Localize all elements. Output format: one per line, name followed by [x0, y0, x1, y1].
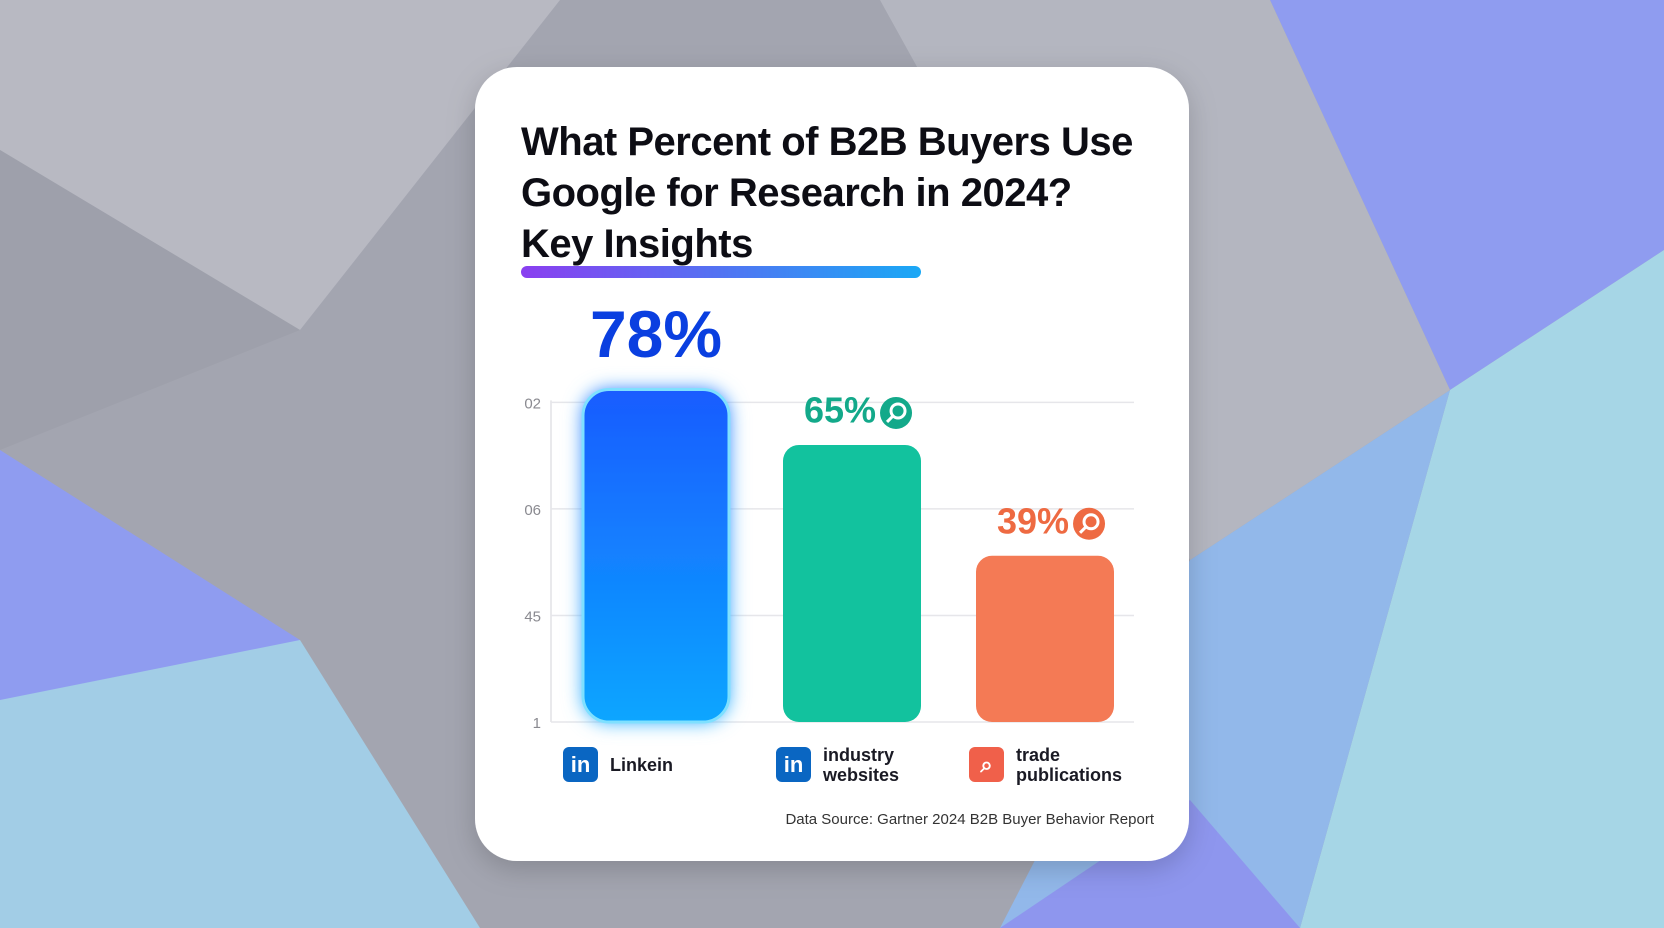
title-underline — [521, 266, 921, 278]
category-icon — [563, 747, 598, 782]
category-icon-glyph: in — [784, 752, 804, 777]
search-icon-handle — [885, 414, 895, 423]
category-icon-glyph: in — [571, 752, 591, 777]
source-note: Data Source: Gartner 2024 B2B Buyer Beha… — [785, 811, 1154, 828]
search-icon — [880, 396, 913, 429]
data-label: 39% — [997, 500, 1069, 541]
category-icon — [969, 747, 1004, 782]
x-tick-label: Linkein — [610, 755, 674, 775]
category-icon-glyph: ⌕ — [979, 752, 992, 777]
data-label: 78% — [590, 297, 722, 371]
category-icon — [776, 747, 811, 782]
search-icon-lens — [1082, 513, 1100, 531]
y-tick-label: 02 — [524, 395, 541, 412]
data-label: 65% — [804, 389, 876, 430]
bar — [783, 444, 921, 722]
y-tick-label: 1 — [533, 715, 541, 732]
x-tick-label: industry websites — [823, 745, 900, 785]
search-icon — [1073, 507, 1106, 540]
y-tick-label: 06 — [524, 502, 541, 519]
y-tick-label: 45 — [524, 608, 541, 625]
x-tick-label: trade publications — [1016, 745, 1123, 785]
search-icon-handle — [1078, 525, 1088, 534]
search-icon-lens — [889, 402, 907, 420]
bar — [581, 388, 731, 724]
bar — [976, 555, 1114, 722]
chart-title: What Percent of B2B Buyers Use Google fo… — [521, 120, 1133, 266]
